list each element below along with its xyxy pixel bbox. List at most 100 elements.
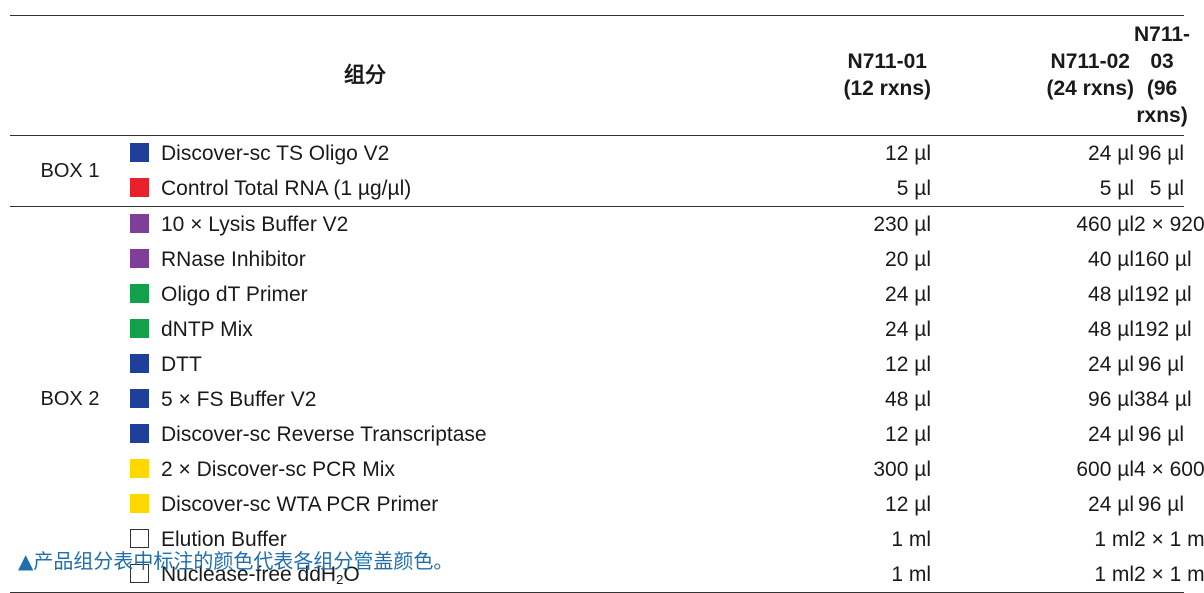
component-table-container: 组分 N711-01 (12 rxns) N711-02 (24 rxns) N (10, 15, 1204, 593)
amount-cell: 96 µl (1138, 422, 1185, 446)
table-row: 5 × FS Buffer V2 48 µl 96 µl 384 µl (10, 382, 1192, 417)
size-rxns: (96 rxns) (1136, 77, 1188, 127)
size-header-n711-03: N711-03 (96 rxns) (1134, 16, 1190, 136)
amount-cell: 12 µl (885, 492, 932, 516)
table-row: BOX 2 10 × Lysis Buffer V2 230 µl 460 µl 2 ×… (10, 207, 1204, 411)
component-name: Nuclease-free ddH (161, 562, 337, 586)
amount-cell: 24 µl (885, 317, 932, 341)
amount-cell: 384 µl (1134, 387, 1192, 411)
table-row: Control Total RNA (1 µg/µl) 5 µl 5 µl 5 µl (10, 171, 1185, 207)
table-row: DTT 12 µl 24 µl 96 µl (10, 347, 1184, 382)
amount-cell: 460 µl (1076, 212, 1135, 236)
component-name-cell: RNase Inhibitor (130, 242, 600, 277)
cap-color-swatch (130, 388, 149, 408)
cap-color-swatch (130, 493, 149, 513)
component-name: 2 × Discover-sc PCR Mix (161, 457, 395, 481)
table-row: Oligo dT Primer 24 µl 48 µl 192 µl (10, 277, 1192, 312)
amount-cell: 24 µl (1088, 352, 1135, 376)
amount-cell: 20 µl (885, 247, 932, 271)
size-header-n711-02: N711-02 (24 rxns) (931, 16, 1134, 136)
table-row: dNTP Mix 24 µl 48 µl 192 µl (10, 312, 1192, 347)
size-rxns: (24 rxns) (1046, 77, 1135, 100)
component-name-cell: Oligo dT Primer (130, 277, 600, 312)
amount-cell: 40 µl (1088, 247, 1135, 271)
component-name: Control Total RNA (1 µg/µl) (161, 176, 412, 200)
component-name-cell: Elution Buffer (130, 522, 600, 557)
size-header-n711-01: N711-01 (12 rxns) (600, 16, 931, 136)
component-name-cell: Nuclease-free ddH2O (130, 557, 600, 593)
amount-cell: 192 µl (1134, 282, 1192, 306)
amount-cell: 5 µl (1149, 176, 1185, 200)
component-name: Discover-sc TS Oligo V2 (161, 141, 390, 165)
box2-group: BOX 2 10 × Lysis Buffer V2 230 µl 460 µl 2 ×… (10, 207, 1204, 593)
component-name: dNTP Mix (161, 317, 253, 341)
cap-color-swatch (130, 213, 149, 233)
cap-color-swatch (130, 283, 149, 303)
amount-cell: 230 µl (873, 212, 932, 236)
amount-cell: 1 ml (1094, 562, 1135, 586)
component-column-header: 组分 (344, 63, 386, 87)
component-name-cell: DTT (130, 347, 600, 382)
table-header-row: 组分 N711-01 (12 rxns) N711-02 (24 rxns) N (10, 15, 1190, 136)
component-name-cell: Discover-sc WTA PCR Primer (130, 487, 600, 522)
amount-cell: 2 × 1 ml (1134, 527, 1204, 551)
component-name-cell: Discover-sc TS Oligo V2 (130, 136, 600, 172)
amount-cell: 5 µl (1099, 176, 1135, 200)
amount-cell: 24 µl (1088, 422, 1135, 446)
box1-group: BOX 1 Discover-sc TS Oligo V2 12 µl 24 µl 96… (10, 136, 1185, 207)
table-row: BOX 1 Discover-sc TS Oligo V2 12 µl 24 µl 96… (10, 136, 1185, 182)
box-label: BOX 1 (40, 159, 100, 182)
cap-color-swatch (130, 353, 149, 373)
component-name-cell: dNTP Mix (130, 312, 600, 347)
cap-color-swatch (130, 458, 149, 478)
size-rxns: (12 rxns) (843, 77, 932, 100)
component-name-tail: O (343, 562, 360, 586)
amount-cell: 1 ml (891, 527, 932, 551)
amount-cell: 160 µl (1134, 247, 1192, 271)
component-name: 10 × Lysis Buffer V2 (161, 212, 349, 236)
amount-cell: 300 µl (873, 457, 932, 481)
component-name: Discover-sc WTA PCR Primer (161, 492, 439, 516)
amount-cell: 12 µl (885, 352, 932, 376)
component-name-cell: Discover-sc Reverse Transcriptase (130, 417, 600, 452)
table-row: Discover-sc Reverse Transcriptase 12 µl 24… (10, 417, 1184, 452)
table-row: Discover-sc WTA PCR Primer 12 µl 24 µl 96 µ… (10, 487, 1184, 522)
component-name: RNase Inhibitor (161, 247, 306, 271)
amount-cell: 96 µl (1138, 141, 1185, 165)
amount-cell: 96 µl (1138, 352, 1185, 376)
amount-cell: 24 µl (1088, 492, 1135, 516)
component-name: Oligo dT Primer (161, 282, 308, 306)
size-code: N711-02 (1050, 50, 1130, 73)
amount-cell: 96 µl (1088, 387, 1135, 411)
component-name: Elution Buffer (161, 527, 287, 551)
cap-color-swatch (130, 563, 149, 583)
amount-cell: 1 ml (891, 562, 932, 586)
cap-color-swatch (130, 248, 149, 268)
amount-cell: 192 µl (1134, 317, 1192, 341)
amount-cell: 48 µl (1088, 282, 1135, 306)
cap-color-swatch (130, 423, 149, 443)
cap-color-swatch (130, 528, 149, 548)
amount-cell: 5 µl (896, 176, 932, 200)
amount-cell: 96 µl (1138, 492, 1185, 516)
amount-cell: 4 × 600 µl (1134, 457, 1204, 481)
amount-cell: 2 × 920 µl (1134, 212, 1204, 236)
amount-cell: 48 µl (885, 387, 932, 411)
cap-color-swatch (130, 318, 149, 338)
amount-cell: 1 ml (1094, 527, 1135, 551)
table-row: 2 × Discover-sc PCR Mix 300 µl 600 µl 4 × 6… (10, 452, 1204, 487)
amount-cell: 2 × 1 ml (1134, 562, 1204, 586)
table-row: RNase Inhibitor 20 µl 40 µl 160 µl (10, 242, 1192, 277)
size-code: N711-01 (847, 50, 927, 73)
amount-cell: 12 µl (885, 141, 932, 165)
footnote: ▲产品组分表中标注的颜色代表各组分管盖颜色。 (18, 549, 454, 573)
size-code: N711-03 (1134, 23, 1191, 73)
component-name-cell: 5 × FS Buffer V2 (130, 382, 600, 417)
component-name-cell: 2 × Discover-sc PCR Mix (130, 452, 600, 487)
table-row: Elution Buffer 1 ml 1 ml 2 × 1 ml (10, 522, 1204, 557)
component-name: 5 × FS Buffer V2 (161, 387, 317, 411)
amount-cell: 12 µl (885, 422, 932, 446)
cap-color-swatch (130, 177, 149, 197)
component-name: DTT (161, 352, 202, 376)
amount-cell: 48 µl (1088, 317, 1135, 341)
